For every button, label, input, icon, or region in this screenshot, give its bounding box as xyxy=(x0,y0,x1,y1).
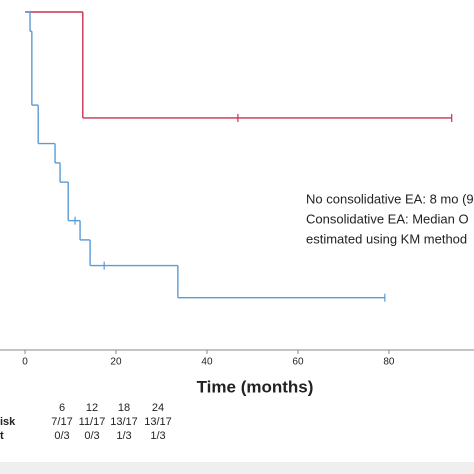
annotation: estimated using KM method xyxy=(306,231,467,246)
risk-table-cell: 13/17 xyxy=(144,416,172,428)
risk-table-header: 12 xyxy=(86,402,98,414)
risk-table-cell: 11/17 xyxy=(79,416,106,428)
x-tick-label: 40 xyxy=(201,357,213,368)
x-tick-label: 0 xyxy=(22,357,28,368)
risk-table-header: 6 xyxy=(59,402,65,414)
risk-table-cell: t xyxy=(0,430,4,442)
risk-table-cell: 0/3 xyxy=(84,430,99,442)
risk-table-header: 24 xyxy=(152,402,164,414)
annotation: Consolidative EA: Median O xyxy=(306,211,469,226)
x-tick-label: 80 xyxy=(383,357,395,368)
x-axis-label: Time (months) xyxy=(197,377,314,396)
x-tick-label: 60 xyxy=(292,357,304,368)
risk-table-cell: 7/17 xyxy=(51,416,72,428)
risk-table-cell: 1/3 xyxy=(116,430,131,442)
risk-table-cell: 1/3 xyxy=(150,430,165,442)
risk-table-cell: 0/3 xyxy=(54,430,69,442)
risk-table-cell: isk xyxy=(0,416,16,428)
x-tick-label: 20 xyxy=(110,357,122,368)
footer-band xyxy=(0,462,474,474)
risk-table-header: 18 xyxy=(118,402,130,414)
risk-table-cell: 13/17 xyxy=(110,416,138,428)
annotation: No consolidative EA: 8 mo (9 xyxy=(306,191,474,206)
